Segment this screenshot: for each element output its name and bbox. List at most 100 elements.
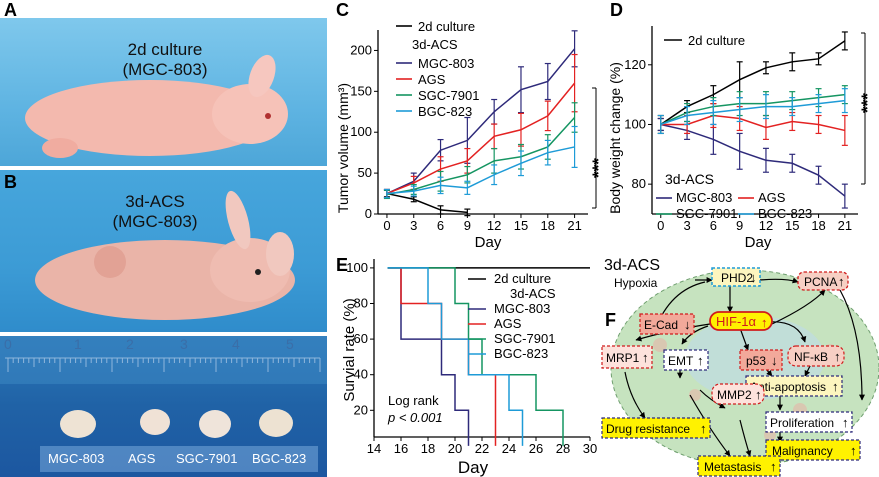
- legend-label: 2d culture: [494, 271, 551, 286]
- x-tick-label: 16: [394, 441, 408, 456]
- svg-text:HIF-1α: HIF-1α: [716, 314, 757, 329]
- legend-label: AGS: [418, 72, 446, 87]
- x-tick-label: 0: [657, 218, 664, 233]
- p53-down-arrow-icon: ↓: [771, 353, 778, 368]
- chart-d-xlabel: Day: [745, 234, 772, 250]
- legend-label: MGC-803: [676, 190, 732, 205]
- x-tick-label: 9: [736, 218, 743, 233]
- tumor-label: BGC-823: [252, 451, 307, 466]
- mrp1-up-arrow-icon: ↑: [642, 350, 649, 365]
- ruler-number: 0: [4, 336, 12, 352]
- y-tick-label: 50: [358, 165, 372, 180]
- x-tick-label: 6: [437, 218, 444, 233]
- legend-label: 2d culture: [688, 33, 745, 48]
- tumor-label: MGC-803: [48, 451, 105, 466]
- phd2-down-arrow-icon: ↓: [750, 270, 757, 285]
- legend-label: AGS: [758, 190, 786, 205]
- y-tick-label: 100: [624, 116, 646, 131]
- ruler-number: 5: [286, 336, 294, 352]
- y-tick-label: 80: [354, 296, 368, 311]
- mouse-3d-illustration: [35, 190, 295, 320]
- series-line: [386, 82, 576, 195]
- chart-c-xlabel: Day: [475, 234, 502, 250]
- x-tick-label: 14: [367, 441, 381, 456]
- y-tick-label: 40: [354, 367, 368, 382]
- photo-b-line2: (MGC-803): [112, 212, 198, 231]
- svg-text:NF-κB: NF-κB: [794, 350, 828, 364]
- chart-e-axes: 14 16 18 20 22 24 26 28 30 20 40 60 80 100: [346, 259, 597, 456]
- x-tick-label: 26: [529, 441, 543, 456]
- series-line: [660, 99, 845, 126]
- x-tick-label: 12: [759, 218, 773, 233]
- drug-up-arrow-icon: ↑: [700, 421, 707, 436]
- x-tick-label: 12: [487, 218, 501, 233]
- chart-e-legend: 2d culture3d-ACSMGC-803AGSSGC-7901BGC-82…: [468, 271, 556, 361]
- malig-up-arrow-icon: ↑: [850, 443, 857, 458]
- chart-c-significance: ***: [589, 158, 608, 178]
- photo-mouse-2d-culture: 2d culture (MGC-803): [0, 18, 327, 166]
- chart-e-stat-line1: Log rank: [388, 393, 439, 408]
- x-tick-label: 18: [811, 218, 825, 233]
- legend-label: BGC-823: [418, 104, 472, 119]
- mmp2-up-arrow-icon: ↑: [755, 387, 762, 402]
- legend-label: SGC-7901: [494, 331, 555, 346]
- node-antiapop: Anti-apoptosis: [745, 375, 843, 397]
- x-tick-label: 30: [583, 441, 597, 456]
- body-weight-chart: Body weight change (%) Day 0 3 6 9 12 15 18 21 8…: [610, 26, 877, 250]
- svg-text:p53: p53: [746, 354, 766, 368]
- legend-label: AGS: [494, 316, 522, 331]
- series-line: [386, 48, 576, 195]
- x-tick-label: 18: [541, 218, 555, 233]
- node-mrp1: MRP1: [601, 345, 653, 369]
- svg-text:E-Cad: E-Cad: [644, 318, 678, 332]
- legend-label: SGC-7901: [676, 206, 737, 221]
- svg-text:Proliferation: Proliferation: [770, 416, 834, 430]
- survival-rate-chart: Survial rate (%) Day 14 16 18 20 22 24 26 28 30 2…: [341, 259, 597, 477]
- series-line: [660, 40, 846, 126]
- photo-mouse-3d-acs: 3d-ACS (MGC-803): [0, 170, 327, 332]
- x-tick-label: 3: [683, 218, 690, 233]
- y-tick-label: 60: [354, 331, 368, 346]
- chart-c-legend: 2d culture 3d-ACS MGC-803AGSSGC-7901BGC-82…: [396, 19, 479, 119]
- ruler-number: 2: [126, 336, 134, 352]
- emt-up-arrow-icon: ↑: [697, 353, 704, 368]
- x-tick-label: 6: [710, 218, 717, 233]
- chart-c-ylabel: Tumor volume (mm³): [338, 83, 351, 213]
- photo-b-line1: 3d-ACS: [125, 192, 185, 211]
- series-line: [386, 116, 576, 196]
- node-emt: EMT: [663, 349, 709, 371]
- chart-d-legend: 2d culture MGC-803 AGS SGC-7901 BGC-823: [656, 33, 812, 221]
- y-tick-label: 120: [624, 57, 646, 72]
- x-tick-label: 21: [567, 218, 581, 233]
- nfkb-up-arrow-icon: ↑: [834, 349, 841, 364]
- node-prolif: Proliferation: [765, 411, 853, 433]
- svg-text:MMP2: MMP2: [717, 388, 752, 402]
- x-tick-label: 15: [514, 218, 528, 233]
- x-tick-label: 20: [448, 441, 462, 456]
- series-line: [386, 192, 468, 214]
- series-line: [660, 123, 846, 197]
- legend-label: MGC-803: [418, 56, 474, 71]
- tumor-label: SGC-7901: [176, 451, 238, 466]
- legend-group-label: 3d-ACS: [510, 286, 556, 301]
- y-tick-label: 20: [354, 402, 368, 417]
- svg-text:Anti-apoptosis: Anti-apoptosis: [750, 380, 826, 394]
- chart-d-axes: 0 3 6 9 12 15 18 21 80 100 120: [624, 26, 858, 233]
- panel-letter-a: A: [4, 0, 17, 20]
- series-line: [660, 93, 845, 126]
- svg-text:PCNA: PCNA: [804, 275, 837, 289]
- x-tick-label: 3: [410, 218, 417, 233]
- legend-group-label: 3d-ACS: [412, 37, 458, 52]
- ruler-number: 4: [232, 336, 240, 352]
- y-tick-label: 0: [365, 206, 372, 221]
- svg-text:PHD2: PHD2: [721, 271, 753, 285]
- series-line: [386, 146, 575, 195]
- panel-letter-d: D: [610, 0, 623, 20]
- node-metastasis: Metastasis: [697, 455, 781, 477]
- tumor-volume-chart: Tumor volume (mm³) Day 0 3 6 9 12 15 18 21 0 50 10…: [338, 19, 608, 250]
- y-tick-label: 100: [350, 124, 372, 139]
- node-hif: HIF-1α: [709, 311, 773, 331]
- x-tick-label: 28: [556, 441, 570, 456]
- chart-c-axes: 0 3 6 9 12 15 18 21 0 50 100 150 200: [350, 30, 588, 233]
- panel-letter-b: B: [4, 172, 17, 192]
